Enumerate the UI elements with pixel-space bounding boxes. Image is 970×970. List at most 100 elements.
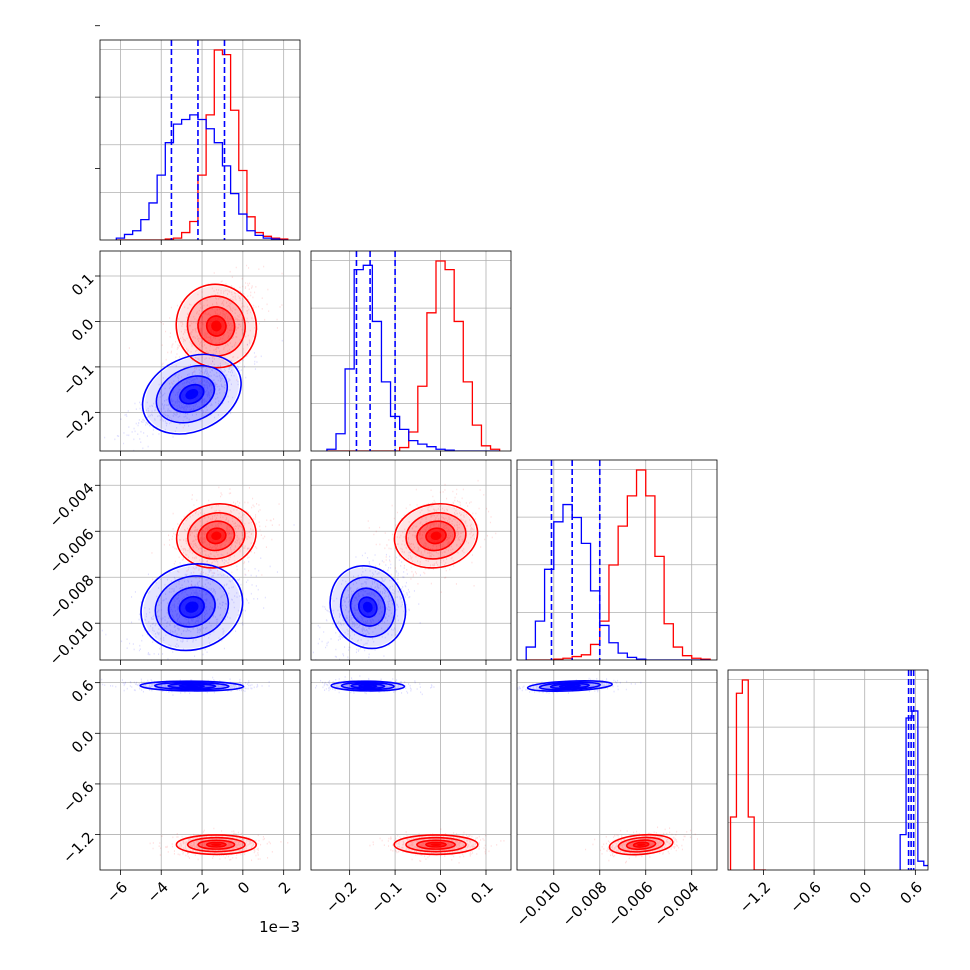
- density-level: [430, 531, 442, 541]
- contour-line: [405, 836, 467, 853]
- x-tick-label: −0.6: [786, 878, 824, 916]
- contours-series-0: [175, 503, 257, 569]
- panel-frame: [310, 669, 512, 875]
- contours-series-1: [526, 680, 613, 692]
- density-level: [211, 531, 222, 541]
- y-tick-label: 0.1: [68, 270, 98, 300]
- panel-border: [99, 39, 301, 241]
- x-tick-label: −0.004: [651, 878, 703, 930]
- panel-grid: [517, 670, 717, 870]
- scatter-points: [312, 551, 430, 660]
- x-offset-label: 1e−3: [259, 918, 300, 936]
- y-tick-label: 0.0: [68, 315, 98, 345]
- contours-series-1: [139, 680, 245, 692]
- panel-border: [310, 250, 512, 452]
- panel-frame: [310, 459, 512, 665]
- contours-series-1: [140, 563, 244, 652]
- x-tick-label: 2: [275, 878, 294, 897]
- contours-series-1: [330, 680, 406, 692]
- y-tick-label: −0.1: [59, 361, 97, 399]
- contour-line: [538, 681, 601, 691]
- y-tick-label: −0.008: [46, 571, 98, 623]
- panel-border: [516, 669, 718, 871]
- contour-line: [175, 834, 258, 856]
- scatter-points: [128, 264, 283, 429]
- density-fill-series-1: [144, 356, 239, 433]
- density-level: [185, 601, 199, 613]
- panel-grid: [517, 460, 717, 660]
- contour-line: [393, 503, 479, 569]
- contour-line: [141, 353, 242, 435]
- contour-line: [186, 836, 246, 853]
- panel-border: [310, 459, 512, 661]
- contour-line: [206, 527, 227, 545]
- panel-grid: [311, 460, 511, 660]
- panel-border: [516, 459, 718, 661]
- contour-line: [358, 596, 378, 618]
- quantile-lines-layer: [170, 40, 915, 870]
- contours-series-1: [329, 564, 407, 650]
- panel-border: [99, 250, 301, 452]
- contour-line: [416, 520, 456, 552]
- y-tick-label: −0.2: [59, 406, 97, 444]
- scatter-points: [149, 827, 289, 862]
- grid-layer: [100, 40, 928, 870]
- panel-grid: [311, 670, 511, 870]
- contour-line: [625, 839, 657, 851]
- x-tick-label: 0.0: [846, 878, 876, 908]
- density-fill-series-0: [177, 286, 255, 366]
- panel-border: [727, 669, 929, 871]
- panel-grid: [100, 251, 300, 451]
- contour-line: [425, 527, 447, 545]
- panel-frame: [516, 669, 718, 875]
- contour-line: [197, 520, 236, 552]
- contour-layer: [139, 283, 674, 856]
- y-tick-label: −0.004: [46, 479, 98, 531]
- contour-line: [393, 834, 479, 856]
- panel-grid: [311, 251, 511, 451]
- x-tick-label: −6: [103, 878, 131, 906]
- y-tick-label: 0.6: [68, 676, 98, 706]
- contour-line: [197, 839, 236, 850]
- density-level: [363, 685, 373, 687]
- contour-line: [179, 383, 205, 405]
- panel-frame: [516, 459, 718, 665]
- y-tick-label: −0.010: [46, 617, 98, 669]
- x-tick-label: −0.010: [513, 878, 565, 930]
- scatter-series-0: [585, 826, 698, 864]
- histogram-series-1: [115, 114, 288, 240]
- x-tick-label: 0.6: [897, 878, 927, 908]
- contour-line: [197, 306, 236, 346]
- contour-line: [187, 512, 246, 560]
- contour-line: [154, 575, 230, 639]
- contour-line: [340, 681, 395, 691]
- histogram-series-0: [326, 260, 501, 451]
- x-tick-label: 0.0: [422, 878, 452, 908]
- x-tick-label: −2: [184, 878, 212, 906]
- density-level: [185, 388, 199, 400]
- histogram-series-1: [899, 710, 928, 870]
- histogram-series-0: [526, 469, 711, 660]
- contour-line: [155, 364, 228, 424]
- panel-frames-layer: [95, 25, 929, 875]
- x-tick-label: 0.1: [467, 878, 497, 908]
- contour-line: [425, 841, 447, 848]
- histogram-series-1: [326, 264, 500, 451]
- y-tick-label: −0.6: [59, 778, 97, 816]
- x-tick-label: −0.008: [559, 878, 611, 930]
- histogram-series-0: [729, 679, 766, 870]
- contours-series-0: [175, 834, 258, 856]
- density-fill-series-1: [331, 567, 404, 647]
- panel-frame: [727, 669, 929, 875]
- contour-line: [526, 680, 613, 692]
- density-level: [185, 685, 199, 687]
- contours-series-0: [393, 503, 479, 569]
- y-tick-label: 0.0: [68, 727, 98, 757]
- y-tick-label: −0.006: [46, 525, 98, 577]
- contour-line: [558, 683, 581, 689]
- contours-series-0: [393, 834, 479, 856]
- contour-line: [205, 315, 227, 337]
- contour-line: [329, 564, 407, 650]
- scatter-series-0: [149, 827, 289, 862]
